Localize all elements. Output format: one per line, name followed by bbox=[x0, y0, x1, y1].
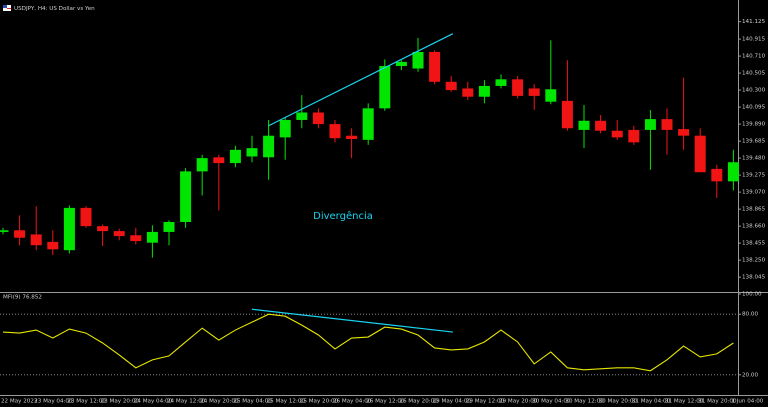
candle-body bbox=[263, 135, 275, 158]
candle-body bbox=[711, 168, 723, 182]
candle-body bbox=[661, 119, 673, 130]
candle-body bbox=[97, 226, 109, 232]
candle-body bbox=[329, 124, 341, 139]
candle-body bbox=[578, 120, 590, 130]
y-tick-label: 140.095 bbox=[742, 105, 766, 111]
candle-body bbox=[14, 230, 26, 238]
candle-body bbox=[312, 112, 324, 125]
candle-body bbox=[246, 148, 258, 157]
x-tick-label: 31 May 20:00 bbox=[698, 399, 737, 405]
y-tick-label: 140.505 bbox=[742, 71, 766, 77]
x-tick-label: 29 May 20:00 bbox=[499, 399, 538, 405]
candle-body bbox=[163, 221, 175, 232]
x-tick-label: 24 May 04:00 bbox=[134, 399, 173, 405]
x-tick-label: 30 May 12:00 bbox=[565, 399, 604, 405]
x-tick-label: 30 May 04:00 bbox=[532, 399, 571, 405]
trend-line bbox=[251, 308, 453, 333]
candle-body bbox=[229, 149, 241, 164]
y-tick-label: 139.275 bbox=[742, 173, 766, 179]
x-tick-label: 29 May 04:00 bbox=[433, 399, 472, 405]
y-tick-label: 138.455 bbox=[742, 241, 766, 247]
candle-body bbox=[213, 157, 225, 164]
candle-body bbox=[0, 230, 9, 232]
candle-body bbox=[180, 171, 192, 222]
candle-body bbox=[694, 135, 706, 173]
chart-title: USDJPY, H4: US Dollar vs Yen bbox=[14, 6, 95, 12]
candle-body bbox=[429, 51, 441, 82]
y-tick-label: 100.00 bbox=[742, 292, 762, 298]
y-tick-label: 139.480 bbox=[742, 156, 766, 162]
x-tick-label: 31 May 04:00 bbox=[632, 399, 671, 405]
x-tick-label: 25 May 20:00 bbox=[300, 399, 339, 405]
candle-body bbox=[561, 100, 573, 129]
candle-body bbox=[63, 207, 75, 251]
annotation: Divergência bbox=[313, 210, 373, 222]
x-tick-label: 31 May 12:00 bbox=[665, 399, 704, 405]
y-tick-label: 140.915 bbox=[742, 37, 766, 43]
y-tick-label: 139.890 bbox=[742, 122, 766, 128]
candle-body bbox=[279, 119, 291, 138]
candle-body bbox=[678, 129, 690, 136]
candle-body bbox=[512, 79, 524, 96]
candle-body bbox=[362, 108, 374, 140]
symbol-icon bbox=[3, 5, 11, 11]
x-tick-label: 25 May 04:00 bbox=[233, 399, 272, 405]
trend-line bbox=[268, 33, 454, 127]
candle-body bbox=[545, 89, 557, 102]
y-tick-label: 139.070 bbox=[742, 190, 766, 196]
y-tick-label: 20.00 bbox=[742, 372, 758, 378]
candle-body bbox=[611, 130, 623, 138]
x-tick-label: 29 May 12:00 bbox=[466, 399, 505, 405]
candle-body bbox=[727, 162, 739, 182]
candle-body bbox=[395, 61, 407, 67]
x-tick-label: 23 May 20:00 bbox=[101, 399, 140, 405]
y-tick-label: 138.045 bbox=[742, 275, 766, 281]
candle-body bbox=[30, 234, 42, 246]
candle-body bbox=[528, 88, 540, 96]
x-tick-label: 26 May 12:00 bbox=[366, 399, 405, 405]
candle-body bbox=[412, 51, 424, 69]
candle-body bbox=[146, 231, 158, 243]
y-tick-label: 140.710 bbox=[742, 54, 766, 60]
y-tick-label: 138.660 bbox=[742, 224, 766, 230]
candle-body bbox=[644, 119, 656, 130]
candle-body bbox=[80, 207, 92, 227]
candle-body bbox=[113, 231, 125, 237]
candle-body bbox=[478, 85, 490, 97]
y-tick-label: 138.250 bbox=[742, 258, 766, 264]
candle-body bbox=[595, 120, 607, 131]
candle-body bbox=[296, 112, 308, 120]
x-tick-label: 26 May 04:00 bbox=[333, 399, 372, 405]
indicator-line bbox=[2, 313, 734, 372]
x-tick-label: 26 May 20:00 bbox=[399, 399, 438, 405]
x-tick-label: 24 May 20:00 bbox=[200, 399, 239, 405]
y-tick-label: 140.300 bbox=[742, 88, 766, 94]
candle-body bbox=[628, 129, 640, 143]
candle-body bbox=[379, 66, 391, 109]
candle-body bbox=[462, 88, 474, 97]
y-tick-label: 80.00 bbox=[742, 312, 758, 318]
x-tick-label: 25 May 12:00 bbox=[267, 399, 306, 405]
x-tick-label: 1 Jun 04:00 bbox=[731, 399, 763, 405]
y-tick-label: 138.865 bbox=[742, 207, 766, 213]
candle-body bbox=[445, 81, 457, 91]
candle-body bbox=[47, 241, 59, 250]
candle-body bbox=[196, 158, 208, 172]
x-tick-label: 30 May 20:00 bbox=[599, 399, 638, 405]
indicator-title: MFI(9) 76.852 bbox=[3, 295, 42, 301]
x-tick-label: 23 May 04:00 bbox=[34, 399, 73, 405]
candle-body bbox=[495, 79, 507, 86]
candle-body bbox=[130, 235, 142, 242]
candle-body bbox=[346, 135, 358, 140]
y-tick-label: 141.125 bbox=[742, 19, 766, 25]
x-tick-label: 23 May 12:00 bbox=[67, 399, 106, 405]
y-tick-label: 139.685 bbox=[742, 139, 766, 145]
x-tick-label: 22 May 2023 bbox=[1, 399, 38, 405]
x-tick-label: 24 May 12:00 bbox=[167, 399, 206, 405]
